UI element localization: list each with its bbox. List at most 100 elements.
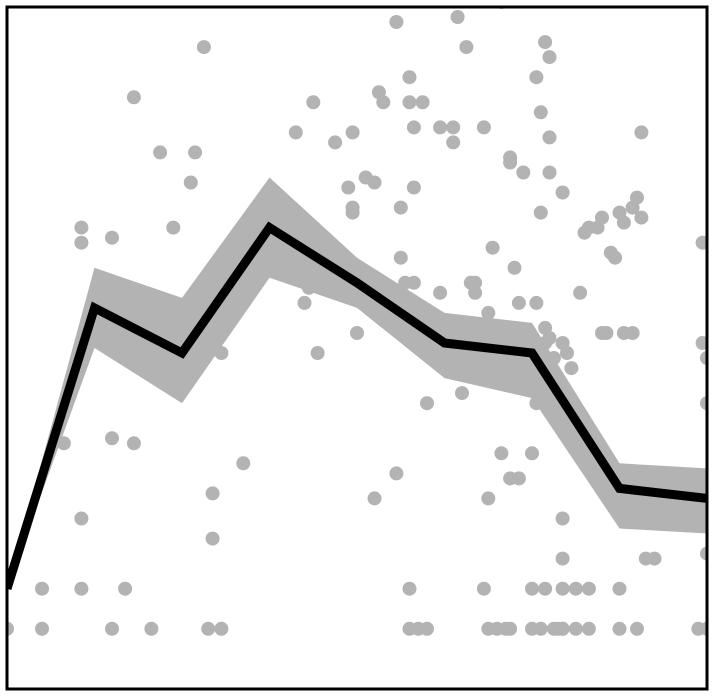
scatter-point [433, 120, 448, 135]
scatter-point [525, 446, 539, 461]
scatter-point [468, 275, 483, 290]
scatter-point [205, 531, 220, 546]
scatter-point [402, 581, 417, 596]
scatter-point [328, 135, 343, 150]
scatter-point [389, 466, 404, 481]
scatter-point [105, 230, 119, 245]
scatter-point [455, 386, 469, 401]
scatter-point [542, 50, 557, 65]
confidence-band [7, 177, 707, 589]
scatter-point [420, 396, 434, 411]
scatter-points [7, 7, 707, 636]
scatter-point [105, 621, 119, 636]
scatter-point [35, 621, 49, 636]
scatter-point [201, 621, 216, 636]
scatter-point [481, 491, 496, 506]
scatter-point [367, 491, 382, 506]
scatter-point [542, 331, 557, 345]
scatter-point [402, 70, 417, 85]
scatter-point [555, 185, 570, 200]
scatter-point [503, 621, 518, 636]
scatter-point [564, 361, 579, 376]
scatter-point [625, 326, 640, 340]
scatter-point [393, 250, 408, 265]
scatter-point [542, 130, 557, 145]
scatter-point [511, 471, 526, 486]
scatter-point [367, 175, 382, 190]
scatter-point [350, 326, 364, 340]
scatter-point [533, 621, 548, 636]
scatter-point [700, 396, 707, 411]
scatter-point [533, 205, 548, 220]
scatter-point [74, 220, 89, 235]
scatter-point [406, 275, 421, 290]
scatter-point [126, 436, 141, 451]
scatter-point [485, 240, 500, 255]
scatter-point [214, 621, 229, 636]
scatter-point [555, 511, 570, 526]
scatter-point [306, 95, 321, 110]
scatter-point [476, 581, 491, 596]
scatter-point [568, 581, 583, 596]
scatter-point [74, 235, 89, 250]
scatter-point [573, 285, 588, 300]
trend-line [7, 221, 707, 591]
plot-area [7, 7, 707, 636]
scatter-point [700, 546, 707, 561]
scatter-point [511, 295, 526, 310]
scatter-point [345, 125, 360, 140]
scatter-point [35, 581, 49, 596]
scatter-point [188, 145, 203, 160]
scatter-point [7, 621, 14, 636]
scatter-point [310, 346, 325, 360]
scatter-point [481, 305, 496, 320]
scatter-point [647, 551, 662, 566]
scatter-point [406, 120, 421, 135]
scatter-point [634, 125, 649, 140]
scatter-point [105, 431, 119, 446]
scatter-point [599, 326, 614, 340]
scatter-point [612, 581, 627, 596]
scatter-point [555, 581, 570, 596]
scatter-point [595, 210, 609, 225]
scatter-point [695, 235, 707, 250]
scatter-point [529, 70, 544, 85]
scatter-point [538, 581, 553, 596]
scatter-point [183, 175, 198, 190]
scatter-point [516, 165, 531, 180]
scatter-point [630, 190, 644, 205]
scatter-point [415, 95, 430, 110]
scatter-point [608, 250, 623, 265]
scatter-point [503, 155, 518, 170]
scatter-point [507, 260, 522, 275]
scatter-point [402, 95, 417, 110]
scatter-point [205, 486, 220, 501]
scatter-point [376, 95, 391, 110]
scatter-point [538, 35, 553, 50]
scatter-point [236, 456, 251, 471]
scatter-point [153, 145, 168, 160]
scatter-point [634, 210, 649, 225]
scatter-point [446, 120, 461, 135]
scatter-point [700, 351, 707, 365]
scatter-point [630, 621, 644, 636]
scatter-point [288, 125, 303, 140]
scatter-point [345, 200, 360, 215]
scatter-point [494, 446, 509, 461]
scatter-point [529, 295, 544, 310]
scatter-point [700, 621, 707, 636]
scatter-point [695, 336, 707, 350]
scatter-point [144, 621, 159, 636]
scatter-point [74, 511, 89, 526]
scatter-point [196, 40, 211, 55]
scatter-point [297, 295, 312, 310]
scatter-point [525, 581, 539, 596]
scatter-point [476, 120, 491, 135]
scatter-point [450, 10, 465, 24]
scatter-point [406, 180, 421, 195]
scatter-point [389, 15, 404, 29]
scatter-point [459, 40, 474, 55]
scatter-point [555, 551, 570, 566]
scatter-point [446, 135, 461, 150]
scatter-point [568, 621, 583, 636]
